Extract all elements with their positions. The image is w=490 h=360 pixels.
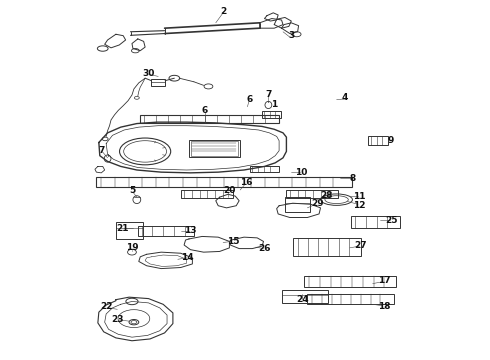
Bar [285, 197, 310, 212]
Text: 5: 5 [129, 186, 135, 195]
Bar [307, 294, 394, 304]
Bar [293, 238, 361, 256]
Text: 16: 16 [240, 178, 252, 187]
Text: 13: 13 [184, 226, 196, 235]
Text: 19: 19 [125, 243, 138, 252]
Text: 24: 24 [296, 295, 309, 304]
Text: 15: 15 [226, 237, 239, 246]
Text: 1: 1 [271, 100, 277, 109]
Bar [304, 276, 396, 287]
Text: 28: 28 [320, 190, 333, 199]
Bar [151, 79, 165, 86]
Bar [368, 136, 388, 145]
Bar [282, 290, 328, 302]
Text: 21: 21 [116, 224, 128, 233]
Text: 6: 6 [247, 95, 253, 104]
Text: 30: 30 [142, 69, 155, 78]
Text: 14: 14 [181, 253, 194, 262]
Bar [192, 141, 238, 156]
Bar [97, 177, 352, 187]
Bar [351, 216, 400, 228]
Text: 7: 7 [265, 90, 271, 99]
Text: 10: 10 [295, 168, 307, 177]
Text: 25: 25 [385, 216, 397, 225]
Text: 11: 11 [353, 192, 366, 201]
Text: 26: 26 [258, 244, 271, 253]
Bar [140, 115, 279, 123]
Text: 12: 12 [353, 201, 366, 210]
Bar [116, 222, 143, 239]
Bar [262, 111, 281, 118]
Bar [181, 190, 233, 198]
Text: 6: 6 [202, 106, 208, 115]
Text: 23: 23 [111, 315, 123, 324]
Text: 8: 8 [349, 174, 355, 183]
Text: 22: 22 [100, 302, 112, 311]
Bar [287, 190, 338, 198]
Text: 3: 3 [288, 31, 294, 40]
Text: 17: 17 [378, 276, 390, 285]
Text: 2: 2 [220, 7, 226, 16]
Bar [189, 140, 240, 157]
Text: 4: 4 [342, 93, 348, 102]
Bar [138, 226, 194, 237]
Text: 7: 7 [98, 146, 104, 155]
Text: 18: 18 [378, 302, 390, 311]
Bar [250, 166, 279, 172]
Text: 27: 27 [355, 240, 368, 249]
Text: 20: 20 [223, 186, 236, 195]
Text: 9: 9 [388, 136, 394, 145]
Text: 29: 29 [311, 199, 323, 208]
